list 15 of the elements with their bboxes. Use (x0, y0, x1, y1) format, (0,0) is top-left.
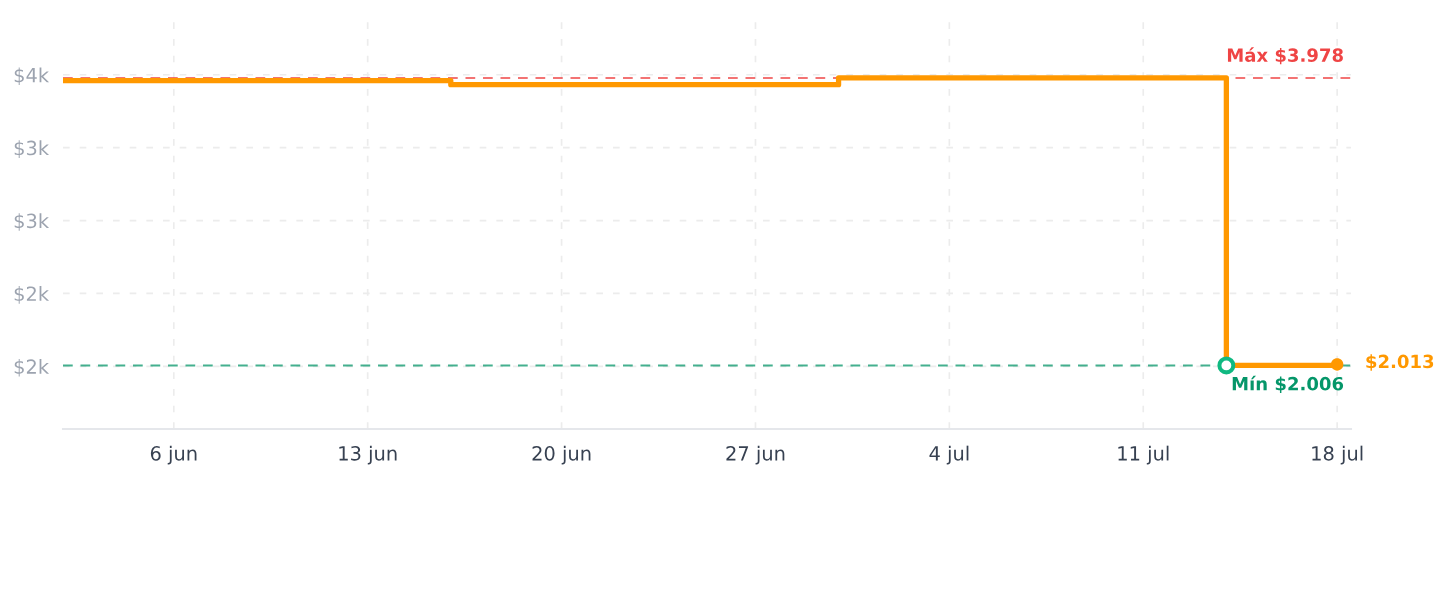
y-tick-label: $2k (14, 286, 50, 304)
y-tick-label: $3k (14, 140, 50, 158)
y-tick-label: $4k (14, 67, 50, 86)
annotation: $2.013 (1366, 354, 1434, 371)
ref-line-label: Mín $2.006 (1232, 375, 1344, 393)
y-tick-label: $3k (14, 213, 50, 231)
x-tick-label: 13 jun (339, 445, 397, 465)
x-tick-label: 27 jun (726, 445, 785, 465)
x-tick-label: 4 jul (929, 445, 969, 465)
x-tick-label: 11 jul (1118, 445, 1169, 465)
ref-line-label: Máx $3.978 (1227, 47, 1343, 65)
y-tick-label: $2k (14, 358, 50, 377)
x-tick-label: 18 jul (1312, 445, 1363, 465)
x-tick-label: 20 jun (532, 445, 591, 465)
x-tick-label: 6 jun (150, 445, 197, 465)
